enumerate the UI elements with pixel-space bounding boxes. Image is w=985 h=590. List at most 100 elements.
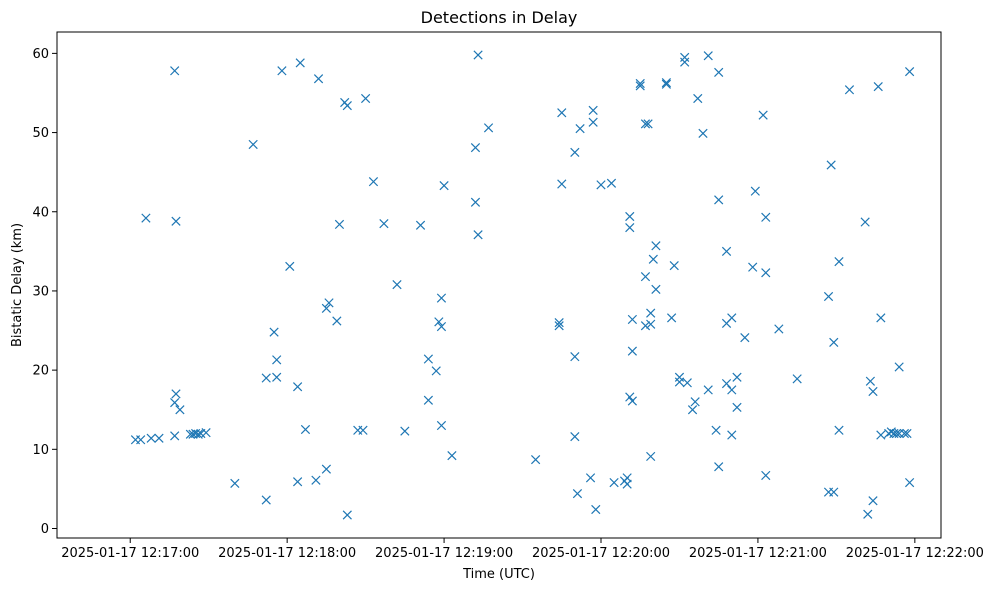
data-point <box>170 66 180 76</box>
data-point <box>175 405 185 415</box>
data-point <box>899 428 910 439</box>
x-tick-label: 2025-01-17 12:17:00 <box>61 546 199 561</box>
data-point <box>332 316 342 326</box>
data-point <box>311 475 321 485</box>
data-point <box>687 405 698 415</box>
data-point <box>171 216 181 226</box>
data-point <box>640 321 651 331</box>
data-point <box>727 385 737 395</box>
data-point <box>572 489 583 499</box>
data-point <box>431 366 441 376</box>
data-point <box>324 298 334 308</box>
data-point <box>300 424 311 435</box>
data-point <box>554 321 564 331</box>
data-point <box>714 195 724 205</box>
data-point <box>170 431 180 441</box>
data-point <box>646 308 656 318</box>
data-point <box>470 142 481 153</box>
data-point <box>248 139 258 150</box>
data-point <box>423 354 434 364</box>
data-point <box>622 473 632 483</box>
data-point <box>342 510 352 520</box>
data-point <box>648 254 658 264</box>
data-point <box>640 119 651 129</box>
y-tick-label: 20 <box>32 364 49 379</box>
data-point <box>321 464 332 474</box>
data-point <box>868 386 878 397</box>
data-point <box>473 50 483 60</box>
data-point <box>834 257 844 267</box>
data-point <box>651 284 661 294</box>
data-point <box>154 433 164 443</box>
data-point <box>640 272 651 282</box>
data-point <box>627 314 638 325</box>
data-point <box>360 93 371 104</box>
x-tick-label: 2025-01-17 12:21:00 <box>689 546 827 561</box>
data-point <box>703 385 713 395</box>
data-point <box>774 324 784 334</box>
x-tick-label: 2025-01-17 12:20:00 <box>532 546 670 561</box>
data-point <box>277 66 287 76</box>
data-point <box>170 397 180 408</box>
data-point <box>894 362 904 372</box>
data-point <box>261 373 271 383</box>
data-point <box>609 477 619 488</box>
data-point <box>141 213 151 223</box>
data-point <box>646 451 656 462</box>
data-point <box>292 477 303 487</box>
data-point <box>844 85 855 95</box>
data-point <box>272 355 282 365</box>
y-tick-label: 50 <box>32 126 49 141</box>
data-point <box>834 425 844 435</box>
x-axis-title: Time (UTC) <box>462 567 535 582</box>
data-point <box>439 180 449 191</box>
data-point <box>470 197 481 207</box>
data-point <box>434 317 444 327</box>
data-point <box>415 220 426 230</box>
data-point <box>711 425 721 435</box>
data-point <box>269 327 279 337</box>
data-point <box>669 260 679 271</box>
y-tick-label: 0 <box>41 522 49 537</box>
data-point <box>674 377 685 387</box>
data-point <box>334 219 345 230</box>
y-tick-label: 60 <box>32 47 49 62</box>
data-point <box>876 430 886 440</box>
x-tick-label: 2025-01-17 12:22:00 <box>846 546 984 561</box>
data-point <box>423 395 434 405</box>
y-tick-label: 30 <box>32 284 49 299</box>
data-point <box>570 147 580 157</box>
data-point <box>635 78 645 89</box>
data-point <box>436 321 447 332</box>
data-point <box>171 389 181 399</box>
data-point <box>727 313 737 323</box>
data-point <box>714 67 724 78</box>
data-point <box>829 487 839 497</box>
plot-area <box>56 31 942 539</box>
data-point <box>201 428 211 438</box>
data-point <box>588 105 598 116</box>
y-axis-title: Bistatic Delay (km) <box>10 223 25 347</box>
data-point <box>136 435 146 445</box>
data-point <box>690 397 700 407</box>
data-point <box>823 291 834 302</box>
data-point <box>591 504 601 515</box>
y-tick-label: 40 <box>32 205 49 220</box>
data-point <box>904 477 915 488</box>
data-point <box>146 433 156 443</box>
data-point <box>761 212 771 222</box>
y-tick-label: 10 <box>32 443 49 458</box>
data-point <box>873 82 883 92</box>
data-point <box>680 57 690 67</box>
data-point <box>886 427 896 437</box>
data-point <box>721 378 732 389</box>
data-point <box>876 313 886 323</box>
data-point <box>740 333 750 343</box>
data-point <box>904 66 915 77</box>
data-point <box>732 402 742 412</box>
data-point <box>651 241 661 251</box>
data-point <box>758 110 768 120</box>
data-point <box>436 293 447 303</box>
data-point <box>666 313 677 323</box>
